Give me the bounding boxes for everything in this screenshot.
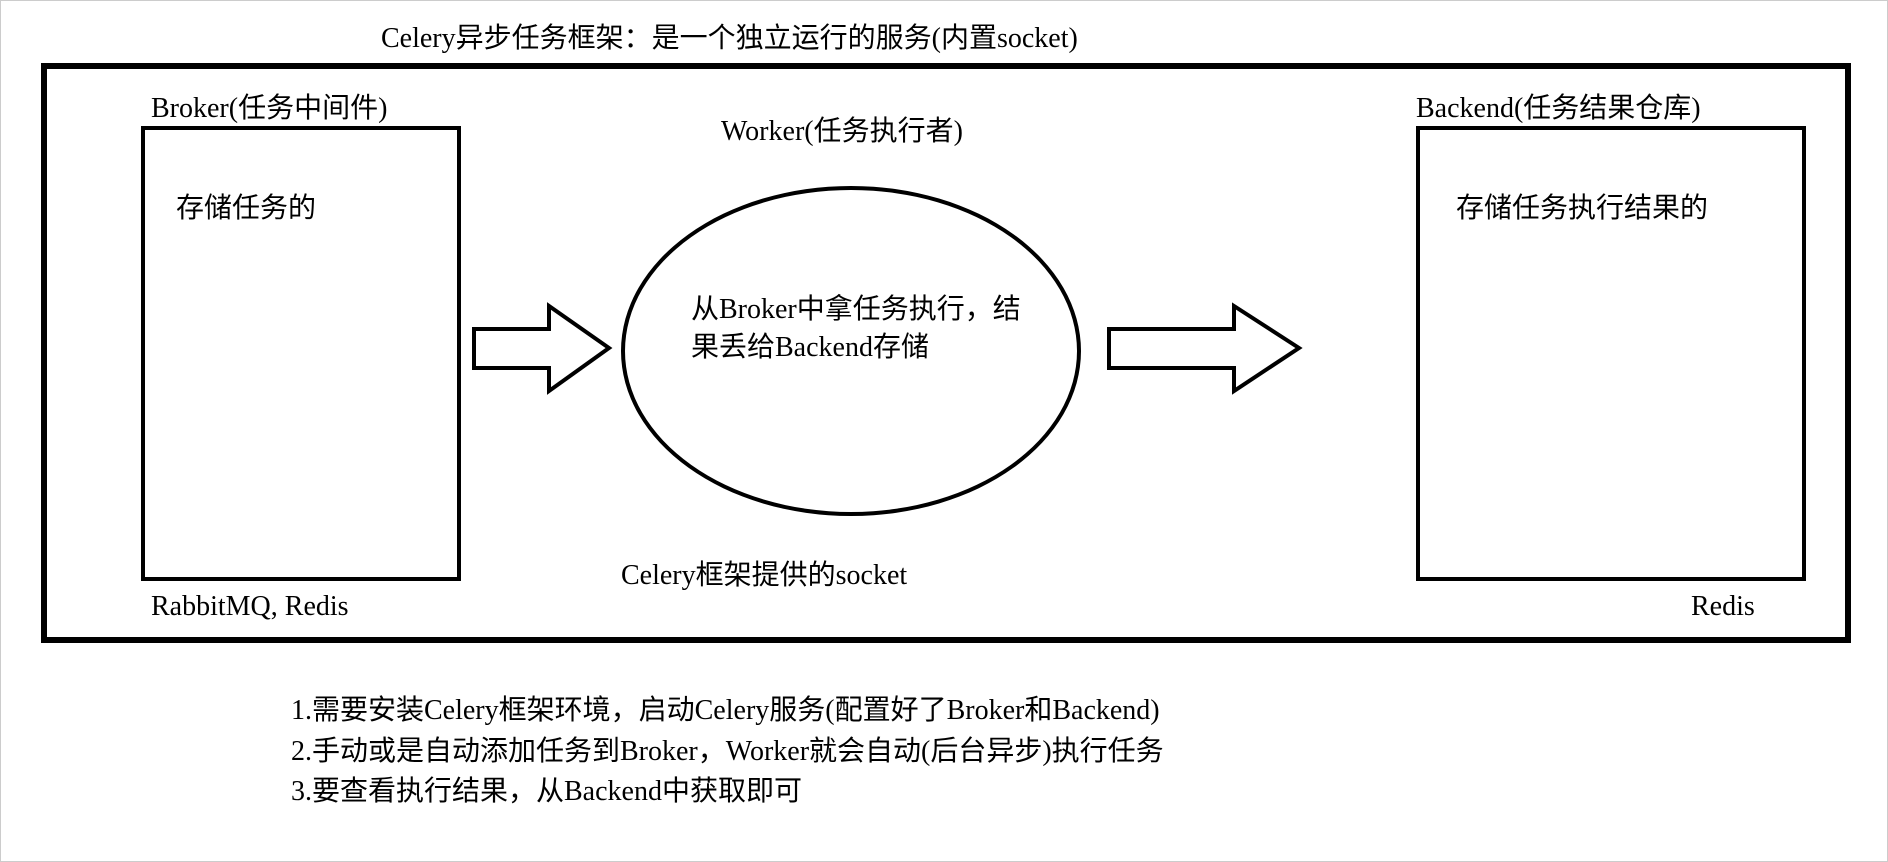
notes-block: 1.需要安装Celery框架环境，启动Celery服务(配置好了Broker和B…: [291, 691, 1164, 813]
broker-subtitle: RabbitMQ, Redis: [151, 591, 349, 623]
broker-label: Broker(任务中间件): [151, 86, 387, 126]
worker-subtitle: Celery框架提供的socket: [621, 553, 907, 593]
arrow-worker-to-backend: [1104, 301, 1304, 396]
backend-subtitle: Redis: [1691, 591, 1755, 623]
note-line-1: 1.需要安装Celery框架环境，启动Celery服务(配置好了Broker和B…: [291, 691, 1164, 732]
backend-content: 存储任务执行结果的: [1456, 186, 1708, 226]
backend-label: Backend(任务结果仓库): [1416, 86, 1701, 126]
note-line-2: 2.手动或是自动添加任务到Broker，Worker就会自动(后台异步)执行任务: [291, 732, 1164, 773]
note-line-3: 3.要查看执行结果，从Backend中获取即可: [291, 772, 1164, 813]
worker-content: 从Broker中拿任务执行，结果丢给Backend存储: [691, 291, 1021, 367]
broker-content: 存储任务的: [176, 186, 316, 226]
worker-label: Worker(任务执行者): [721, 109, 963, 149]
diagram-canvas: Celery异步任务框架：是一个独立运行的服务(内置socket) Broker…: [1, 1, 1887, 861]
arrow-broker-to-worker: [469, 301, 614, 396]
diagram-title: Celery异步任务框架：是一个独立运行的服务(内置socket): [381, 16, 1078, 56]
